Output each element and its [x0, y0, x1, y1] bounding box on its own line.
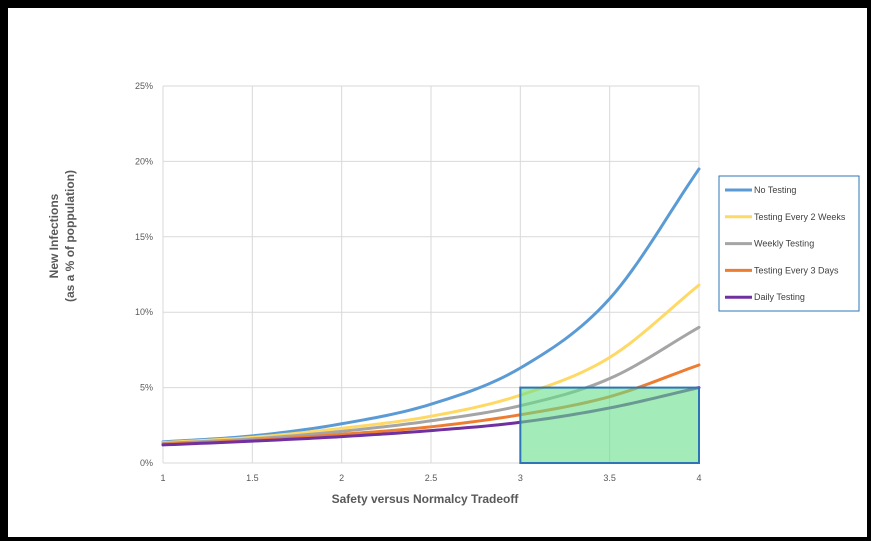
x-tick-label: 1.5: [246, 473, 259, 483]
y-tick-label: 0%: [140, 458, 153, 468]
legend-label-testing-every-3-days: Testing Every 3 Days: [754, 265, 839, 275]
tick-labels: 0% 5% 10% 15% 20% 25% 1 1.5 2 2.5 3 3.5 4: [135, 81, 702, 483]
y-axis-title: New Infections (as a % of poppulation): [47, 170, 77, 302]
legend-label-weekly-testing: Weekly Testing: [754, 239, 814, 249]
highlight-region: [519, 386, 700, 465]
x-tick-label: 1: [160, 473, 165, 483]
y-tick-label: 10%: [135, 307, 153, 317]
series-line-weekly-testing: [161, 325, 701, 445]
legend-label-daily-testing: Daily Testing: [754, 292, 805, 302]
x-tick-label: 2.5: [425, 473, 438, 483]
y-tick-label: 5%: [140, 383, 153, 393]
legend-label-testing-every-2-weeks: Testing Every 2 Weeks: [754, 212, 846, 222]
y-tick-label: 25%: [135, 81, 153, 91]
legend-label-no-testing: No Testing: [754, 185, 796, 195]
y-axis-title-line-1: New Infections: [47, 193, 61, 278]
legend: No Testing Testing Every 2 Weeks Weekly Te…: [718, 175, 860, 312]
x-axis-title: Safety versus Normalcy Tradeoff: [332, 492, 520, 506]
x-tick-label: 2: [339, 473, 344, 483]
series-line-testing-every-2-weeks: [161, 283, 701, 445]
x-tick-label: 3.5: [603, 473, 616, 483]
x-tick-label: 4: [696, 473, 701, 483]
y-tick-label: 15%: [135, 232, 153, 242]
y-tick-label: 20%: [135, 156, 153, 166]
x-tick-label: 3: [518, 473, 523, 483]
y-axis-title-line-2: (as a % of poppulation): [63, 170, 77, 302]
